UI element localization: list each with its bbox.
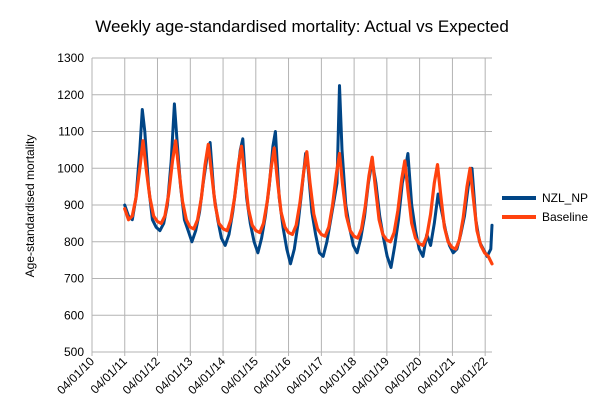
y-tick-labels: 500 600 700 800 900 1000 1100 1200 1300 [57, 51, 84, 359]
y-tick-label: 500 [64, 345, 84, 359]
y-tick-label: 900 [64, 198, 84, 212]
legend-label: Baseline [542, 210, 588, 224]
y-tick-label: 1000 [57, 161, 84, 175]
y-tick-label: 700 [64, 272, 84, 286]
axes [91, 58, 492, 356]
y-tick-label: 1100 [58, 125, 84, 139]
series-lines [123, 84, 494, 269]
chart-title: Weekly age-standardised mortality: Actua… [95, 17, 509, 36]
gridlines [91, 57, 492, 353]
x-tick-labels: 04/01/1004/01/1104/01/1204/01/1304/01/14… [54, 354, 490, 397]
series-line-baseline [123, 139, 494, 266]
y-axis-label: Age-standardised mortality [23, 135, 37, 278]
y-tick-label: 1200 [57, 88, 84, 102]
y-tick-label: 600 [64, 308, 84, 322]
legend-label: NZL_NP [542, 191, 588, 205]
y-tick-label: 800 [64, 235, 84, 249]
y-tick-label: 1300 [57, 51, 84, 65]
legend: NZL_NP Baseline [502, 191, 588, 224]
